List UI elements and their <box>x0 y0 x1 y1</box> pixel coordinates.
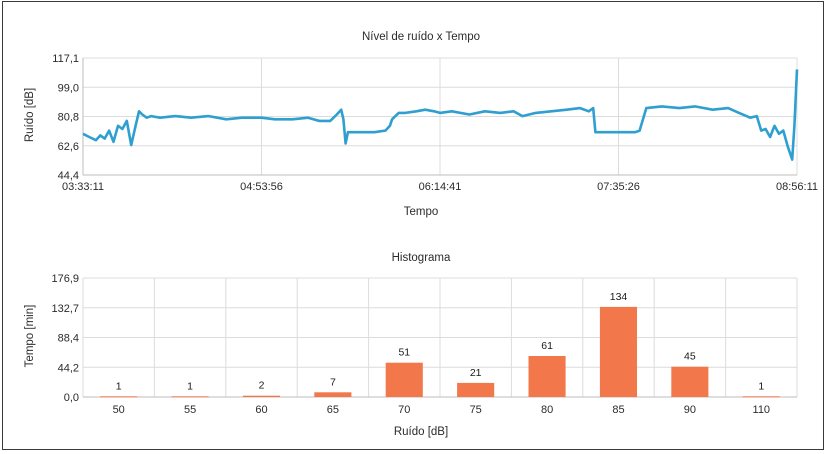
line-chart-title: Nível de ruído x Tempo <box>362 31 480 43</box>
histogram-bar <box>599 306 637 397</box>
line-chart-y-tick: 62,6 <box>58 141 79 153</box>
histogram-data-label: 21 <box>470 367 482 379</box>
histogram-y-tick: 88,4 <box>58 333 79 345</box>
histogram-x-tick: 70 <box>398 404 410 416</box>
histogram-y-tick: 132,7 <box>51 303 79 315</box>
line-chart-y-tick: 80,8 <box>58 112 79 124</box>
histogram-data-label: 61 <box>541 340 553 352</box>
line-chart-y-label: Ruído [dB] <box>24 88 36 142</box>
histogram-x-label: Ruído [dB] <box>394 426 448 438</box>
histogram-x-tick: 80 <box>541 404 553 416</box>
line-chart-y-ticks: 117,1 99,0 80,8 62,6 44,4 <box>52 53 79 182</box>
histogram-y-ticks: 176,9 132,7 88,4 44,2 0,0 <box>51 273 79 404</box>
histogram-y-label: Tempo [min] <box>24 305 36 368</box>
line-chart-x-label: Tempo <box>404 206 439 218</box>
histogram-x-tick: 50 <box>113 404 125 416</box>
line-chart-y-tick: 99,0 <box>58 82 79 94</box>
line-chart-x-tick: 04:53:56 <box>240 181 283 193</box>
line-chart-y-tick: 44,4 <box>58 170 79 182</box>
histogram-bar <box>314 392 352 397</box>
histogram-bar <box>100 396 138 398</box>
line-chart-x-tick: 07:35:26 <box>597 181 640 193</box>
line-chart-y-tick: 117,1 <box>52 53 79 65</box>
histogram-x-tick: 75 <box>470 404 482 416</box>
chart-canvas: Nível de ruído x Tempo 117,1 99,0 80,8 62,6… <box>24 31 818 438</box>
histogram-x-tick: 90 <box>684 404 696 416</box>
histogram-bar <box>385 362 423 397</box>
histogram-data-label: 1 <box>116 380 122 392</box>
histogram-bar <box>742 396 780 398</box>
histogram-x-ticks: 50 55 60 65 70 75 80 85 90 110 <box>113 404 770 416</box>
histogram-data-label: 1 <box>758 380 764 392</box>
histogram-x-tick: 110 <box>753 404 771 416</box>
histogram-bar <box>528 356 566 397</box>
histogram-bar <box>171 396 209 398</box>
histogram-y-tick: 44,2 <box>58 362 79 374</box>
histogram-bar <box>457 382 495 397</box>
line-chart-x-ticks: 03:33:11 04:53:56 06:14:41 07:35:26 08:56:11 <box>62 181 818 193</box>
histogram-x-tick: 60 <box>255 404 267 416</box>
line-series <box>82 69 799 161</box>
histogram-title: Histograma <box>392 252 451 264</box>
histogram-bars <box>100 306 780 398</box>
histogram-grid <box>82 277 798 398</box>
histogram-data-label: 7 <box>330 376 336 388</box>
histogram-y-tick: 176,9 <box>51 273 79 285</box>
histogram-data-label: 1 <box>187 380 193 392</box>
histogram-x-tick: 55 <box>184 404 196 416</box>
histogram-data-label: 45 <box>684 351 696 363</box>
histogram-data-labels: 1 1 2 7 51 21 61 134 45 1 <box>116 291 765 392</box>
histogram-bar <box>671 366 709 397</box>
line-chart: Nível de ruído x Tempo 117,1 99,0 80,8 62,6… <box>24 31 818 218</box>
line-chart-x-tick: 08:56:11 <box>776 181 818 193</box>
histogram-data-label: 51 <box>398 347 410 359</box>
histogram-x-tick: 85 <box>612 404 624 416</box>
line-chart-x-tick: 03:33:11 <box>62 181 104 193</box>
histogram-bar <box>242 395 280 397</box>
histogram-x-tick: 65 <box>327 404 339 416</box>
histogram-data-label: 134 <box>610 291 628 303</box>
histogram-y-tick: 0,0 <box>64 392 79 404</box>
line-chart-x-tick: 06:14:41 <box>419 181 462 193</box>
histogram-data-label: 2 <box>259 380 265 392</box>
